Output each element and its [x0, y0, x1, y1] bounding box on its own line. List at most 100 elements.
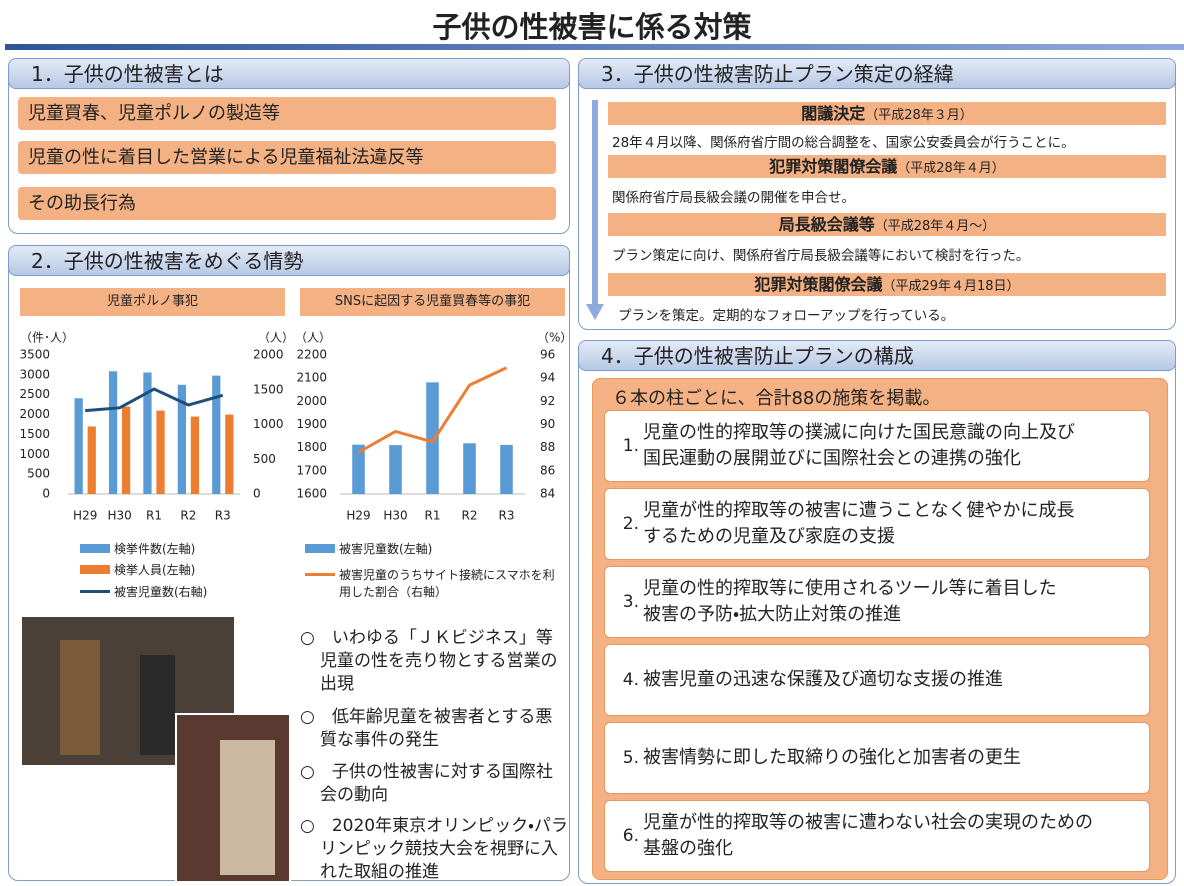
step-date: （平成28年４月～） [875, 219, 996, 234]
section-heading: 3．子供の性被害防止プラン策定の経緯 [578, 58, 1176, 89]
legend-item: 被害児童数(左軸) [305, 540, 555, 557]
pillar-text: 児童の性的搾取等の撲滅に向けた国民意識の向上及び国民運動の展開並びに国際社会との… [643, 420, 1075, 472]
y-tick-label: 2000 [19, 407, 50, 421]
pillar: 1.児童の性的搾取等の撲滅に向けた国民意識の向上及び国民運動の展開並びに国際社会… [604, 410, 1150, 482]
pillar-number: 5. [605, 748, 643, 768]
x-tick-label: R2 [180, 509, 196, 523]
pillar-line: 児童の性的搾取等の撲滅に向けた国民意識の向上及び [643, 420, 1075, 446]
legend-swatch [80, 565, 110, 574]
bar [426, 382, 439, 494]
legend-label: 被害児童のうちサイト接続にスマホを利用した割合（右軸） [339, 566, 555, 600]
bar [500, 445, 513, 494]
y2-tick-label: 1500 [253, 382, 284, 396]
pillar: 3.児童の性的搾取等に使用されるツール等に着目した被害の予防・拡大防止対策の推進 [604, 566, 1150, 638]
y2-tick-label: 500 [253, 452, 276, 466]
step-text: プランを策定。定期的なフォローアップを行っている。 [618, 304, 954, 324]
bar [212, 376, 220, 494]
definition-item: 児童の性に着目した営業による児童福祉法違反等 [18, 141, 556, 174]
bar [463, 443, 476, 494]
y2-tick-label: 84 [540, 487, 555, 501]
y-tick-label: 3500 [19, 348, 50, 362]
legend-item: 検挙人員(左軸) [80, 561, 240, 578]
page-title: 子供の性被害に係る対策 [0, 4, 1184, 46]
section-heading: 2．子供の性被害をめぐる情勢 [8, 245, 570, 276]
legend-item: 検挙件数(左軸) [80, 540, 240, 557]
y-tick-label: 2200 [296, 348, 327, 362]
step-title: 局長級会議等 [779, 215, 875, 234]
bullet: ○ 子供の性被害に対する国際社会の動向 [300, 761, 568, 807]
step-bar: 犯罪対策閣僚会議（平成28年４月） [608, 155, 1166, 178]
bar [88, 426, 96, 494]
bar [389, 445, 402, 494]
y-tick-label: 1900 [296, 417, 327, 431]
y-axis-label: （件･人） [20, 331, 74, 345]
pillar-text: 被害児童の迅速な保護及び適切な支援の推進 [643, 667, 1003, 693]
pillar: 4.被害児童の迅速な保護及び適切な支援の推進 [604, 644, 1150, 716]
pillar-number: 2. [605, 514, 643, 534]
pillar-line: 児童の性的搾取等に使用されるツール等に着目した [643, 576, 1057, 602]
legend-swatch [305, 573, 335, 576]
legend-label: 被害児童数(左軸) [339, 540, 432, 557]
pillar: 6.児童が性的搾取等の被害に遭わない社会の実現のための基盤の強化 [604, 800, 1150, 872]
y-axis-label: （人） [295, 331, 331, 345]
pillar-line: 児童が性的搾取等の被害に遭わない社会の実現のための [643, 810, 1093, 836]
y2-tick-label: 0 [253, 487, 261, 501]
pillar-line: 被害の予防・拡大防止対策の推進 [643, 602, 1057, 628]
y-tick-label: 3000 [19, 367, 50, 381]
step-bar: 閣議決定（平成28年３月） [608, 102, 1166, 125]
y-tick-label: 2500 [19, 387, 50, 401]
x-tick-label: H30 [107, 509, 131, 523]
y2-axis-label: （人） [258, 331, 294, 345]
series-line [85, 389, 223, 411]
step-bar: 犯罪対策閣僚会議（平成29年４月18日） [608, 273, 1166, 296]
legend-label: 検挙件数(左軸) [114, 540, 195, 557]
step-text: プラン策定に向け、関係府省庁局長級会議等において検討を行った。 [612, 244, 1029, 264]
bar [225, 415, 233, 494]
pillar-line: 被害児童の迅速な保護及び適切な支援の推進 [643, 667, 1003, 693]
chart-title: SNSに起因する児童買春等の事犯 [300, 288, 565, 316]
y2-tick-label: 86 [540, 463, 555, 477]
pillar-number: 3. [605, 592, 643, 612]
x-tick-label: H30 [383, 509, 407, 523]
bar [109, 371, 117, 494]
pillar: 5.被害情勢に即した取締りの強化と加害者の更生 [604, 722, 1150, 794]
legend-swatch [80, 590, 110, 593]
step-text: 28年４月以降、関係府省庁間の総合調整を、国家公安委員会が行うことに。 [612, 131, 1075, 151]
pillar: 2.児童が性的搾取等の被害に遭うことなく健やかに成長するための児童及び家庭の支援 [604, 488, 1150, 560]
y2-tick-label: 88 [540, 440, 555, 454]
pillar-line: 基盤の強化 [643, 836, 1093, 862]
legend-swatch [305, 544, 335, 553]
pillar-line: 国民運動の展開並びに国際社会との連携の強化 [643, 446, 1075, 472]
step-title: 犯罪対策閣僚会議 [769, 157, 897, 176]
y-tick-label: 1500 [19, 427, 50, 441]
x-tick-label: R2 [462, 509, 478, 523]
y2-tick-label: 90 [540, 417, 555, 431]
y2-axis-label: （%） [537, 331, 572, 345]
pillar-line: 児童が性的搾取等の被害に遭うことなく健やかに成長 [643, 498, 1074, 524]
step-title: 犯罪対策閣僚会議 [754, 275, 882, 294]
photo-figure [140, 655, 175, 755]
x-tick-label: R1 [146, 509, 162, 523]
y2-tick-label: 92 [540, 394, 555, 408]
pillar-text: 児童が性的搾取等の被害に遭うことなく健やかに成長するための児童及び家庭の支援 [643, 498, 1074, 550]
bullet: ○ 2020年東京オリンピック・パラリンピック競技大会を視野に入れた取組の推進 [300, 815, 568, 884]
pillar-text: 被害情勢に即した取締りの強化と加害者の更生 [643, 745, 1021, 771]
x-tick-label: R3 [215, 509, 231, 523]
step-date: （平成28年４月） [897, 161, 1005, 176]
legend-label: 検挙人員(左軸) [114, 561, 195, 578]
pillar-line: するための児童及び家庭の支援 [643, 524, 1074, 550]
bar [191, 417, 199, 494]
section-heading: 1．子供の性被害とは [8, 58, 570, 89]
y-tick-label: 1800 [296, 440, 327, 454]
y2-tick-label: 96 [540, 348, 555, 362]
pillar-text: 児童の性的搾取等に使用されるツール等に着目した被害の予防・拡大防止対策の推進 [643, 576, 1057, 628]
legend-item: 被害児童数(右軸) [80, 583, 240, 600]
x-tick-label: H29 [346, 509, 370, 523]
step-title: 閣議決定 [801, 104, 865, 123]
legend-label: 被害児童数(右軸) [114, 583, 207, 600]
y-tick-label: 1600 [296, 487, 327, 501]
pillar-number: 1. [605, 436, 643, 456]
y-tick-label: 500 [27, 467, 50, 481]
legend-item: 被害児童のうちサイト接続にスマホを利用した割合（右軸） [305, 566, 555, 600]
section-heading: 4．子供の性被害防止プランの構成 [578, 340, 1176, 371]
